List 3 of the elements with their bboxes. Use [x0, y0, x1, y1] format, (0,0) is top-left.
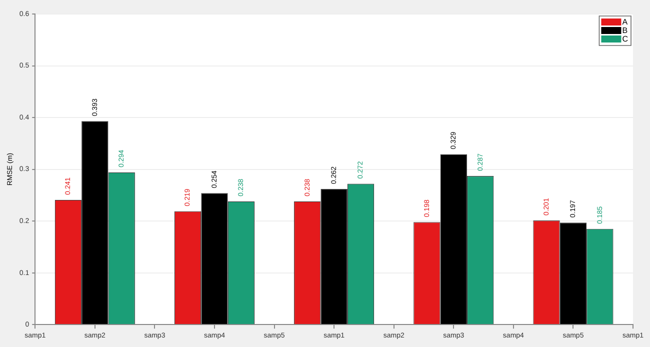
legend-label: C — [622, 34, 628, 44]
legend-label: B — [622, 26, 628, 35]
legend-label: A — [622, 17, 628, 26]
